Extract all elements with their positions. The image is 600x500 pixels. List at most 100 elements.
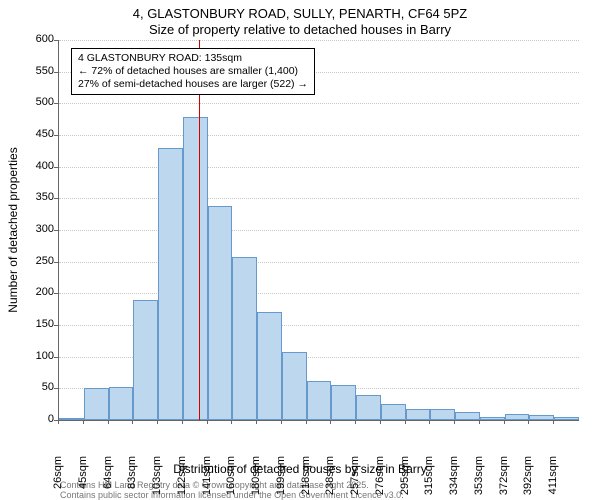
chart-title-sub: Size of property relative to detached ho…: [0, 22, 600, 37]
y-tick-label: 250: [14, 255, 54, 267]
histogram-bar: [307, 381, 332, 420]
x-tick-label: 295sqm: [399, 456, 411, 500]
x-tick-mark: [58, 420, 59, 424]
x-tick-label: 26sqm: [52, 456, 64, 500]
histogram-bar: [84, 388, 109, 420]
x-tick-label: 141sqm: [201, 456, 213, 500]
histogram-bar: [406, 409, 431, 420]
grid-line: [59, 230, 579, 231]
x-tick-mark: [182, 420, 183, 424]
histogram-bar: [356, 395, 381, 420]
histogram-bar: [554, 417, 579, 420]
x-tick-mark: [553, 420, 554, 424]
x-tick-label: 411sqm: [547, 456, 559, 500]
y-tick-mark: [54, 167, 58, 168]
histogram-bar: [109, 387, 134, 420]
x-tick-mark: [108, 420, 109, 424]
x-tick-label: 83sqm: [126, 456, 138, 500]
histogram-bar: [232, 257, 257, 420]
x-tick-mark: [157, 420, 158, 424]
y-tick-label: 600: [14, 33, 54, 45]
grid-line: [59, 262, 579, 263]
x-tick-label: 257sqm: [349, 456, 361, 500]
histogram-bar: [133, 300, 158, 420]
histogram-bar: [331, 385, 356, 420]
histogram-bar: [208, 206, 233, 420]
callout-line: 4 GLASTONBURY ROAD: 135sqm: [78, 52, 308, 65]
x-tick-mark: [83, 420, 84, 424]
histogram-bar: [430, 409, 455, 420]
y-tick-label: 50: [14, 381, 54, 393]
y-tick-label: 300: [14, 223, 54, 235]
y-tick-mark: [54, 262, 58, 263]
y-tick-label: 0: [14, 413, 54, 425]
plot-area: 4 GLASTONBURY ROAD: 135sqm← 72% of detac…: [58, 40, 579, 421]
y-tick-mark: [54, 357, 58, 358]
grid-line: [59, 40, 579, 41]
grid-line: [59, 167, 579, 168]
x-tick-mark: [231, 420, 232, 424]
x-tick-label: 218sqm: [300, 456, 312, 500]
y-tick-label: 500: [14, 96, 54, 108]
x-tick-label: 160sqm: [225, 456, 237, 500]
x-tick-mark: [355, 420, 356, 424]
x-tick-mark: [306, 420, 307, 424]
y-tick-mark: [54, 135, 58, 136]
x-tick-mark: [281, 420, 282, 424]
chart-title-main: 4, GLASTONBURY ROAD, SULLY, PENARTH, CF6…: [0, 6, 600, 21]
x-tick-label: 64sqm: [102, 456, 114, 500]
y-tick-mark: [54, 325, 58, 326]
x-tick-label: 103sqm: [151, 456, 163, 500]
x-tick-label: 276sqm: [374, 456, 386, 500]
histogram-bar: [505, 414, 530, 420]
histogram-bar: [59, 418, 84, 420]
grid-line: [59, 198, 579, 199]
histogram-bar: [183, 117, 208, 420]
histogram-bar: [282, 352, 307, 420]
marker-line: [199, 40, 200, 420]
y-tick-mark: [54, 388, 58, 389]
x-tick-mark: [132, 420, 133, 424]
x-tick-label: 315sqm: [423, 456, 435, 500]
x-tick-mark: [528, 420, 529, 424]
x-tick-mark: [330, 420, 331, 424]
chart-container: 4, GLASTONBURY ROAD, SULLY, PENARTH, CF6…: [0, 0, 600, 500]
x-tick-label: 372sqm: [498, 456, 510, 500]
histogram-bar: [257, 312, 282, 420]
y-tick-mark: [54, 230, 58, 231]
x-tick-mark: [454, 420, 455, 424]
y-tick-mark: [54, 293, 58, 294]
y-tick-label: 450: [14, 128, 54, 140]
x-tick-mark: [429, 420, 430, 424]
x-tick-mark: [479, 420, 480, 424]
x-tick-label: 238sqm: [324, 456, 336, 500]
x-tick-label: 392sqm: [522, 456, 534, 500]
y-tick-label: 100: [14, 350, 54, 362]
histogram-bar: [480, 417, 505, 420]
x-tick-mark: [256, 420, 257, 424]
histogram-bar: [381, 404, 406, 420]
callout-line: 27% of semi-detached houses are larger (…: [78, 78, 308, 91]
marker-callout: 4 GLASTONBURY ROAD: 135sqm← 72% of detac…: [71, 48, 315, 95]
x-tick-label: 180sqm: [250, 456, 262, 500]
x-tick-label: 353sqm: [473, 456, 485, 500]
x-tick-label: 334sqm: [448, 456, 460, 500]
x-tick-mark: [207, 420, 208, 424]
y-tick-mark: [54, 198, 58, 199]
y-tick-label: 550: [14, 65, 54, 77]
callout-line: ← 72% of detached houses are smaller (1,…: [78, 65, 308, 78]
x-tick-label: 199sqm: [275, 456, 287, 500]
y-tick-mark: [54, 72, 58, 73]
x-tick-label: 122sqm: [176, 456, 188, 500]
y-tick-label: 200: [14, 286, 54, 298]
x-tick-mark: [405, 420, 406, 424]
x-tick-mark: [504, 420, 505, 424]
histogram-bar: [455, 412, 480, 420]
histogram-bar: [529, 415, 554, 420]
y-tick-label: 350: [14, 191, 54, 203]
y-tick-mark: [54, 103, 58, 104]
grid-line: [59, 293, 579, 294]
x-tick-mark: [380, 420, 381, 424]
grid-line: [59, 135, 579, 136]
grid-line: [59, 103, 579, 104]
